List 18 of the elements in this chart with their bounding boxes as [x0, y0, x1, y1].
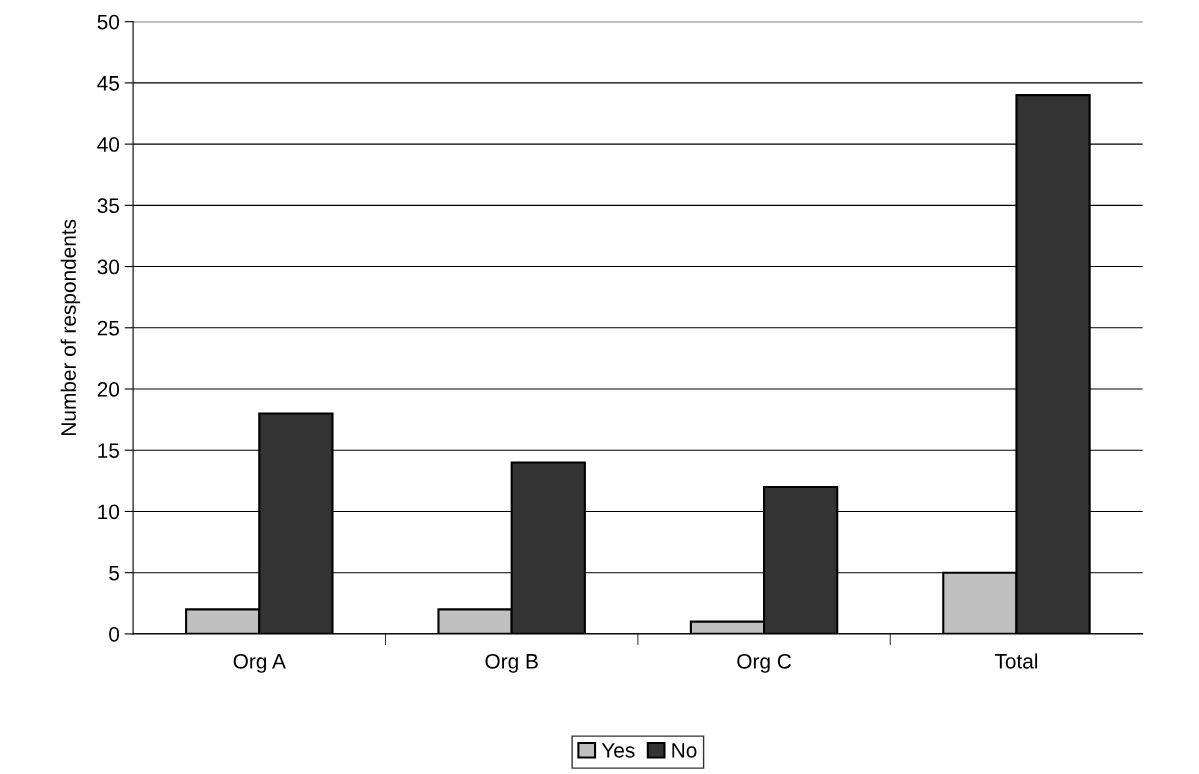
y-tick-label: 45: [97, 76, 120, 91]
y-tick-label: 40: [97, 137, 120, 152]
y-tick-label: 5: [109, 565, 120, 581]
y-tick-label: 0: [109, 626, 120, 642]
y-tick-label: 15: [98, 443, 120, 458]
x-tick-label: Org C: [737, 653, 792, 673]
y-tick-label: 25: [97, 320, 120, 336]
y-axis-title: Number of respondents: [60, 219, 81, 435]
y-tick-label: 30: [97, 259, 120, 275]
x-tick-label: Org A: [233, 653, 286, 673]
y-tick-label: 20: [97, 382, 120, 397]
y-tick-label: 10: [98, 504, 120, 520]
y-tick-label: 35: [97, 198, 120, 214]
legend-label: No: [672, 743, 697, 758]
x-tick-label: Org B: [485, 653, 538, 673]
y-tick-label: 50: [97, 14, 120, 30]
legend-label: Yes: [601, 743, 635, 758]
x-tick-label: Total: [994, 653, 1038, 669]
